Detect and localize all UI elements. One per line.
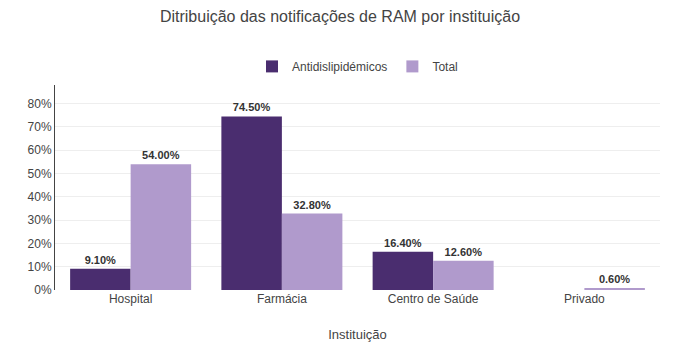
svg-text:Total: Total [432, 60, 457, 74]
svg-text:Privado: Privado [564, 292, 605, 306]
svg-text:Instituição: Instituição [328, 327, 387, 342]
svg-text:20%: 20% [28, 237, 52, 251]
svg-text:60%: 60% [28, 143, 52, 157]
svg-text:30%: 30% [28, 213, 52, 227]
svg-text:10%: 10% [28, 260, 52, 274]
svg-text:Centro de Saúde: Centro de Saúde [388, 292, 479, 306]
svg-text:Farmácia: Farmácia [257, 292, 307, 306]
svg-text:16.40%: 16.40% [384, 237, 422, 249]
svg-text:74.50%: 74.50% [233, 101, 271, 113]
svg-text:54.00%: 54.00% [142, 149, 180, 161]
svg-text:Antidislipidémicos: Antidislipidémicos [292, 60, 387, 74]
svg-text:80%: 80% [28, 97, 52, 111]
svg-text:70%: 70% [28, 120, 52, 134]
svg-text:9.10%: 9.10% [85, 254, 116, 266]
svg-text:Hospital: Hospital [109, 292, 152, 306]
svg-text:Ditribuição das notificações d: Ditribuição das notificações de RAM por … [160, 8, 520, 25]
svg-text:12.60%: 12.60% [445, 246, 483, 258]
svg-text:0.60%: 0.60% [599, 273, 630, 285]
svg-text:50%: 50% [28, 167, 52, 181]
svg-text:40%: 40% [28, 190, 52, 204]
svg-text:32.80%: 32.80% [293, 199, 331, 211]
svg-text:0%: 0% [34, 283, 52, 297]
